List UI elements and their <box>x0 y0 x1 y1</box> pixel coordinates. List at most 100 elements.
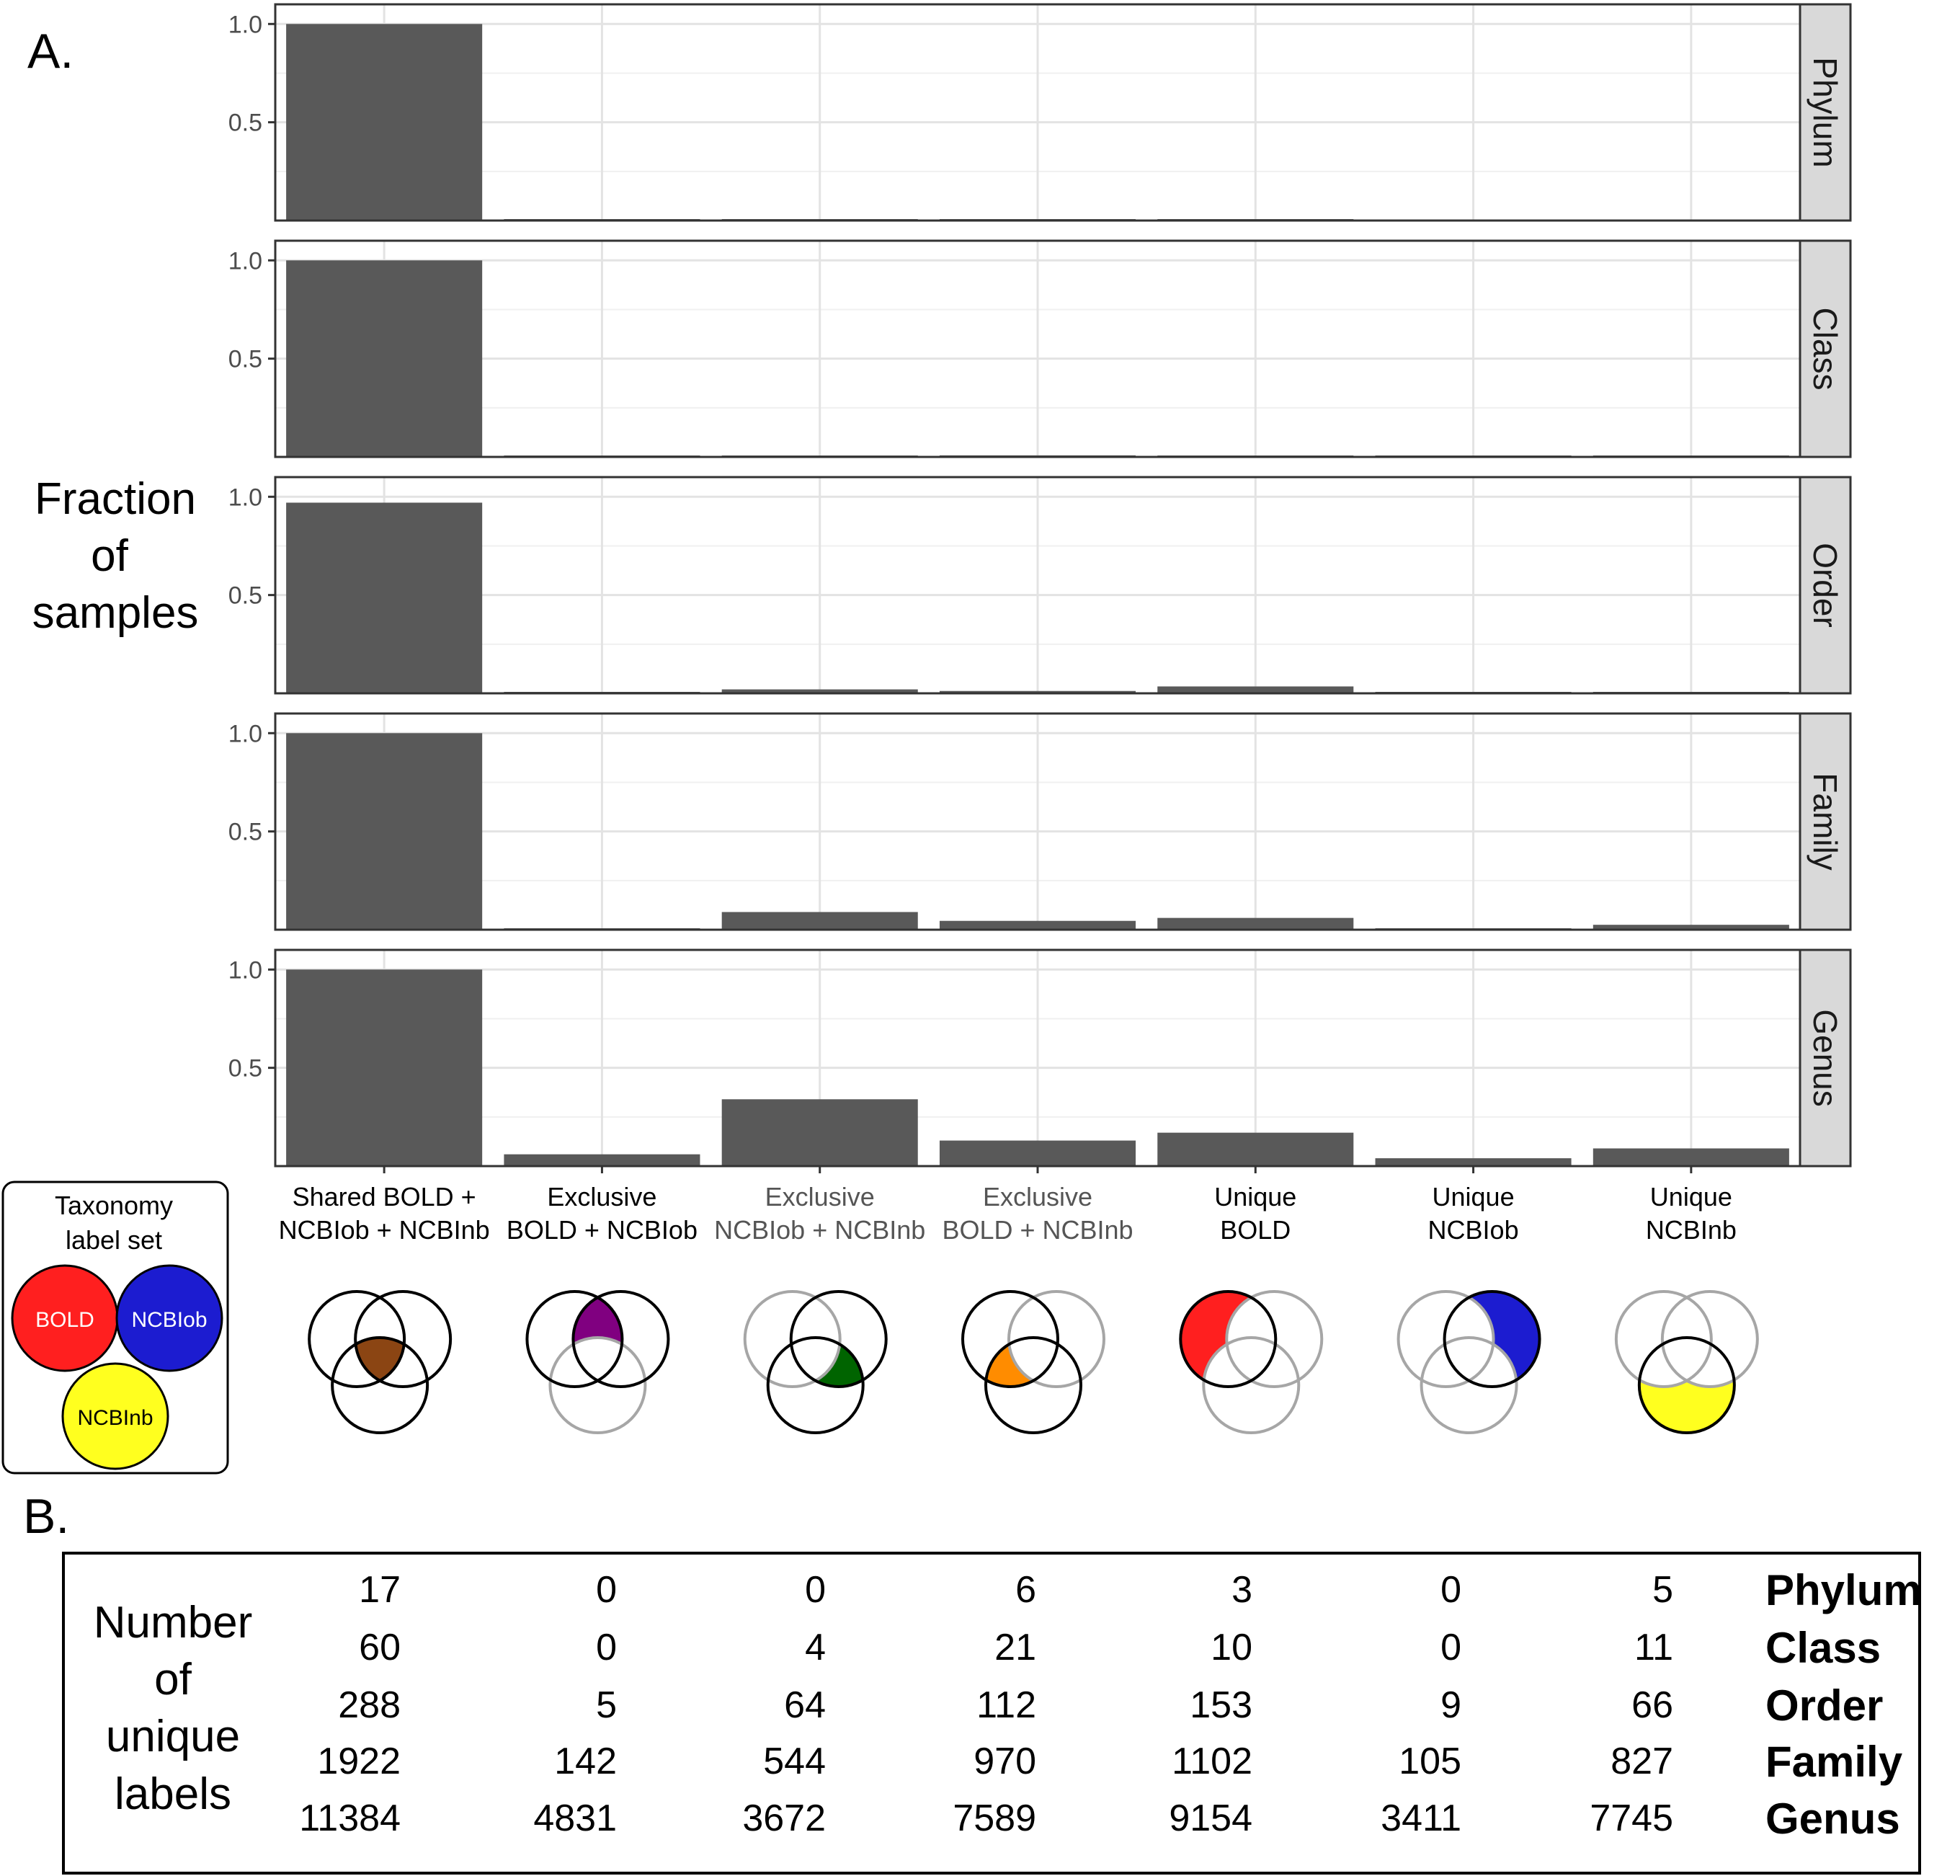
table-cell: 3672 <box>742 1797 826 1839</box>
facet-strip <box>1799 3 1852 222</box>
legend-swatch-ncbinb <box>61 1362 169 1470</box>
bar <box>1157 686 1354 693</box>
table-cell: 970 <box>974 1741 1036 1782</box>
x-tick-label: Shared BOLD + <box>293 1182 476 1212</box>
facet-strip-label: Phylum <box>1807 57 1844 167</box>
table-row-header-line: unique <box>106 1712 240 1761</box>
table-cell: 3 <box>1231 1569 1252 1611</box>
table-row: 60 0 4 21 10 0 11 Class <box>359 1624 1881 1672</box>
bar <box>1157 917 1354 930</box>
table-cell: 544 <box>763 1741 826 1782</box>
table-cell: 112 <box>976 1684 1036 1726</box>
legend-swatch-ncbiob <box>115 1264 223 1372</box>
bar <box>286 24 483 221</box>
bar <box>721 689 918 693</box>
table-row-level-label: Genus <box>1765 1795 1900 1843</box>
venn-icon <box>743 1290 888 1434</box>
label-count-table: Number of unique labels 17 0 0 6 3 0 5 Phylum 60… <box>62 1552 1922 1875</box>
bar <box>1592 1148 1789 1166</box>
venn-outline-excluded <box>743 1290 842 1388</box>
bar <box>939 920 1136 930</box>
venn-outline-included <box>331 1336 429 1434</box>
bar <box>286 733 483 930</box>
x-tick-label: NCBIob + NCBInb <box>279 1215 490 1245</box>
bar <box>504 1154 700 1166</box>
facet-strip <box>1799 948 1852 1168</box>
venn-fill-region <box>573 1292 669 1387</box>
table-row-header-line: of <box>154 1655 192 1704</box>
venn-outline-included <box>354 1290 453 1388</box>
facet-strip-label: Order <box>1807 543 1844 628</box>
table-row-level-label: Class <box>1765 1624 1881 1672</box>
bar <box>721 1099 918 1166</box>
bar <box>286 969 483 1166</box>
y-axis-title-line: of <box>91 531 128 581</box>
legend-label-bold: BOLD <box>35 1308 94 1332</box>
venn-outline-included <box>1443 1290 1541 1388</box>
venn-outline-included <box>789 1290 888 1388</box>
venn-outline-included <box>308 1290 406 1388</box>
facet-class: 0.5 1.0 Class <box>228 239 1852 458</box>
table-cell: 1922 <box>317 1741 401 1782</box>
venn-fill-clip <box>355 1338 428 1387</box>
table-cell: 60 <box>359 1627 401 1668</box>
legend-box: Taxonomy label set BOLD NCBIob NCBInb <box>1 1181 229 1475</box>
venn-outline-excluded <box>548 1336 647 1434</box>
venn-icon <box>525 1290 670 1434</box>
y-tick-label: 1.0 <box>228 247 262 275</box>
table-cell: 0 <box>1440 1627 1461 1668</box>
venn-outline-included <box>1637 1336 1736 1434</box>
facet-strip-label: Family <box>1807 773 1844 870</box>
facet-family: 0.5 1.0 Family <box>228 712 1852 931</box>
venn-outline-included <box>571 1290 670 1388</box>
y-axis-title: Fraction of samples <box>32 474 199 638</box>
x-tick-label: Exclusive <box>983 1182 1092 1212</box>
table-cell: 1102 <box>1172 1741 1252 1782</box>
venn-fill-region <box>355 1338 428 1387</box>
legend-title-line: Taxonomy <box>55 1191 173 1220</box>
table-cell: 6 <box>1015 1569 1036 1611</box>
table-cell: 17 <box>359 1569 401 1611</box>
table-frame <box>62 1552 1921 1875</box>
y-tick-label: 0.5 <box>228 1055 262 1083</box>
table-cell: 0 <box>1440 1569 1461 1611</box>
venn-fill-region <box>767 1338 863 1433</box>
panel-b-label: B. <box>23 1489 69 1544</box>
facet-phylum: 0.5 1.0 Phylum <box>228 3 1852 222</box>
table-cell: 153 <box>1190 1684 1252 1726</box>
table-cell: 7589 <box>953 1797 1036 1839</box>
table-cell: 5 <box>1652 1569 1673 1611</box>
table-row-header-line: Number <box>94 1598 253 1648</box>
table-cell: 11 <box>1634 1627 1673 1668</box>
facet-strip-label: Class <box>1807 307 1844 390</box>
table-cell: 4831 <box>533 1797 617 1839</box>
venn-fill-region <box>1542 1218 1831 1506</box>
y-tick-label: 0.5 <box>228 819 262 846</box>
table-row-level-label: Family <box>1765 1738 1903 1786</box>
bar <box>939 690 1136 693</box>
venn-icons <box>308 1218 1831 1506</box>
venn-fill-clip <box>573 1292 669 1387</box>
facet-genus: 0.5 1.0 Genus <box>228 948 1852 1168</box>
table-row-level-label: Order <box>1765 1681 1883 1730</box>
panel-a-label: A. <box>27 24 74 79</box>
venn-outline-excluded <box>1396 1290 1495 1388</box>
table-cell: 0 <box>805 1569 826 1611</box>
y-axis-title-line: samples <box>32 588 199 638</box>
y-tick-label: 1.0 <box>228 11 262 38</box>
venn-outline-excluded <box>1007 1290 1105 1388</box>
x-tick-label: Exclusive <box>547 1182 656 1212</box>
bar <box>721 912 918 930</box>
x-tick-label: NCBIob + NCBInb <box>714 1215 925 1245</box>
table-cell: 11384 <box>299 1797 401 1839</box>
facet-strip <box>1799 712 1852 931</box>
x-tick-label: BOLD + NCBInb <box>942 1215 1133 1245</box>
table-cell: 105 <box>1399 1741 1461 1782</box>
venn-outline-included <box>1179 1290 1278 1388</box>
table-row-level-label: Phylum <box>1765 1566 1922 1614</box>
bar <box>1375 1158 1572 1166</box>
x-tick-label: Unique <box>1214 1182 1296 1212</box>
y-tick-label: 1.0 <box>228 956 262 984</box>
venn-icon <box>961 1290 1105 1434</box>
venn-fill-clip <box>767 1338 863 1433</box>
